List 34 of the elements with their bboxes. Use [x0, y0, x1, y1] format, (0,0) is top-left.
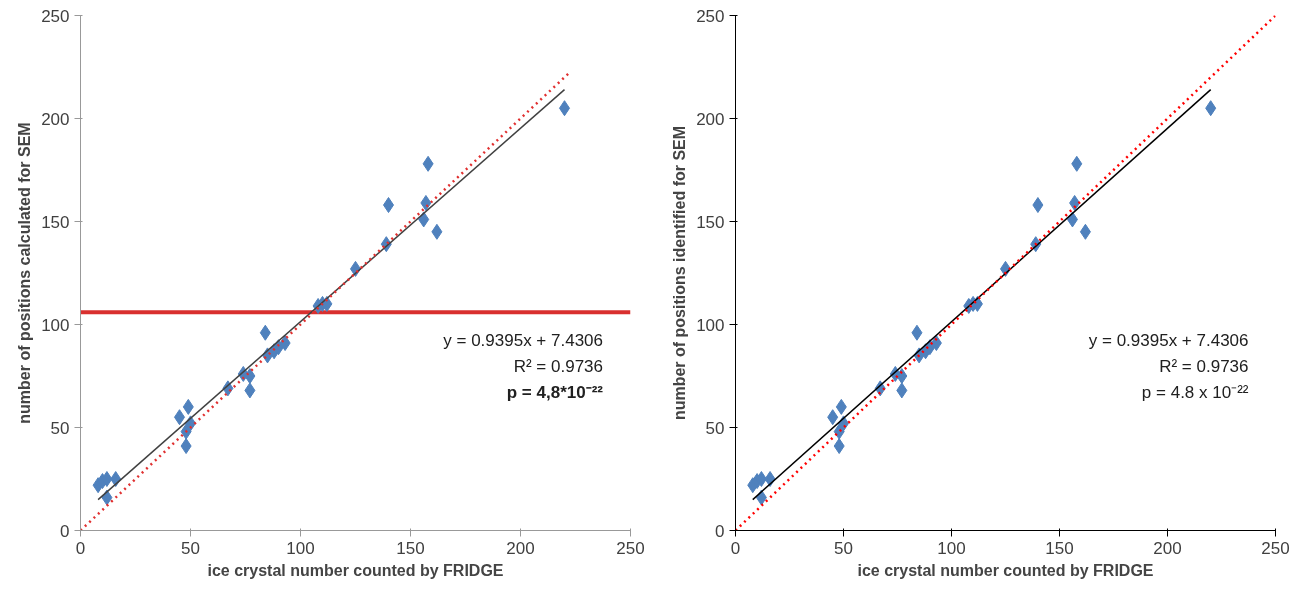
x-tick-label: 50 [181, 538, 200, 558]
annotation: R² = 0.9736 [513, 357, 603, 376]
x-tick-label: 200 [1153, 538, 1182, 558]
annotation: y = 0.9395x + 7.4306 [443, 331, 604, 351]
x-axis-title: ice crystal number counted by FRIDGE [207, 561, 504, 579]
x-tick-label: 200 [506, 538, 535, 558]
x-tick-label: 100 [937, 538, 966, 558]
y-tick-label: 100 [41, 315, 70, 335]
y-axis-title: number of positions identified for SEM [671, 125, 689, 421]
x-tick-label: 100 [286, 538, 315, 558]
annotation: y = 0.9395x + 7.4306 [1088, 331, 1249, 351]
y-tick-label: 50 [705, 418, 725, 438]
y-tick-label: 0 [60, 521, 70, 541]
annotation: R² = 0.9736 [1159, 357, 1249, 376]
y-tick-label: 250 [696, 6, 725, 26]
y-tick-label: 250 [41, 6, 70, 26]
y-tick-label: 50 [50, 418, 70, 438]
annotation: p = 4,8*10⁻²² [506, 382, 604, 402]
x-tick-label: 50 [834, 538, 853, 558]
x-tick-label: 150 [396, 538, 425, 558]
y-tick-label: 150 [41, 212, 70, 232]
y-axis-title: number of positions calculated for SEM [16, 122, 34, 424]
x-tick-label: 0 [730, 538, 741, 558]
y-tick-label: 100 [696, 315, 725, 335]
annotation: p = 4.8 x 10⁻²² [1141, 382, 1249, 402]
x-axis-title: ice crystal number counted by FRIDGE [857, 561, 1154, 579]
x-tick-label: 150 [1045, 538, 1074, 558]
y-tick-label: 200 [696, 109, 725, 129]
x-tick-label: 250 [616, 538, 645, 558]
y-tick-label: 0 [715, 521, 725, 541]
y-tick-label: 150 [696, 212, 725, 232]
x-tick-label: 250 [1261, 538, 1290, 558]
x-tick-label: 0 [75, 538, 86, 558]
y-tick-label: 200 [41, 109, 70, 129]
